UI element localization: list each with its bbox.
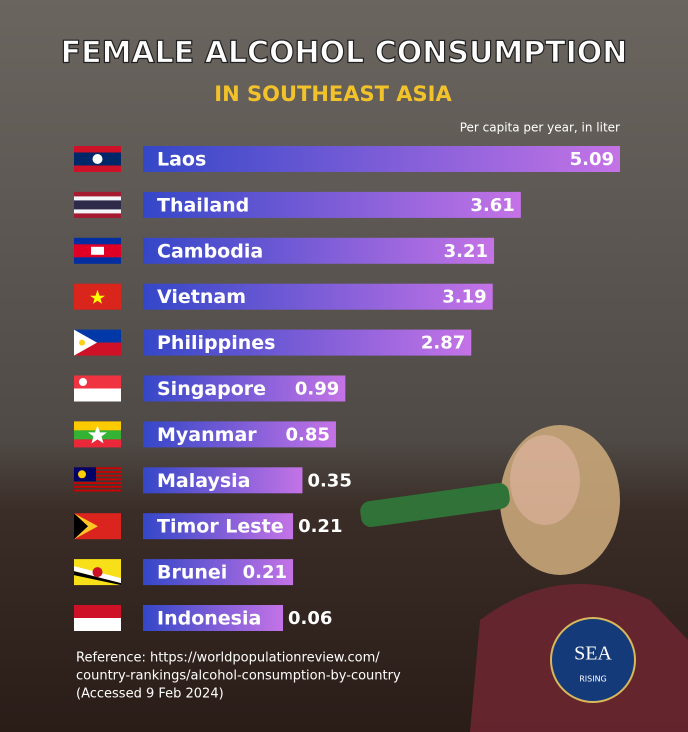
flag — [74, 471, 121, 473]
category-label: Myanmar — [157, 424, 257, 446]
flag — [74, 489, 121, 492]
category-label: Timor Leste — [157, 516, 284, 538]
flag — [78, 470, 86, 479]
flag — [74, 329, 97, 356]
bar — [143, 605, 284, 631]
category-label: Philippines — [157, 332, 275, 354]
logo: SEA RISING — [550, 617, 636, 703]
reference-line: Reference: https://worldpopulationreview… — [76, 651, 380, 666]
category-label: Thailand — [157, 194, 249, 216]
value-label: 3.21 — [444, 241, 488, 262]
category-label: Brunei — [157, 562, 227, 584]
unit-note: Per capita per year, in liter — [460, 121, 620, 135]
flag — [79, 378, 87, 386]
logo-name: SEA — [574, 643, 612, 665]
flag — [79, 339, 85, 346]
value-label: 0.99 — [295, 379, 339, 400]
bar — [143, 237, 495, 264]
flag — [92, 154, 103, 164]
flag — [74, 200, 121, 210]
chart-title: FEMALE ALCOHOL CONSUMPTION — [61, 36, 628, 71]
flags — [74, 146, 121, 631]
bar — [143, 559, 294, 586]
value-label: 3.61 — [470, 195, 514, 216]
value-label: 2.87 — [421, 333, 465, 354]
flag — [74, 375, 121, 389]
flag — [74, 478, 121, 481]
flag — [74, 513, 88, 540]
value-label: 3.19 — [442, 287, 486, 308]
category-label: Indonesia — [157, 608, 261, 630]
flag — [88, 425, 107, 444]
category-label: Malaysia — [157, 470, 251, 492]
bars: Laos 5.09 Thailand 3.61 Cambodia 3.21 Vietnam 3… — [74, 146, 620, 631]
reference-line: (Accessed 9 Feb 2024) — [76, 687, 224, 702]
reference-line: country-rankings/alcohol-consumption-by-… — [76, 669, 401, 684]
flag — [74, 474, 121, 477]
logo-tagline: RISING — [579, 675, 607, 684]
bar — [143, 146, 620, 172]
flag — [74, 485, 121, 488]
flag — [74, 482, 121, 485]
flag — [74, 467, 121, 470]
bar — [143, 421, 336, 448]
bar — [143, 375, 346, 402]
flag — [74, 388, 121, 402]
bar — [143, 329, 472, 356]
category-label: Vietnam — [157, 286, 246, 308]
flag — [74, 439, 121, 448]
value-label: 0.21 — [298, 516, 342, 537]
flag — [92, 567, 103, 578]
bar — [143, 513, 294, 540]
bar — [143, 191, 521, 218]
category-label: Laos — [157, 149, 206, 171]
flag — [90, 289, 105, 304]
value-label: 0.85 — [286, 424, 330, 445]
value-label: 0.06 — [288, 608, 332, 629]
value-label: 5.09 — [570, 149, 614, 170]
category-label: Singapore — [157, 378, 266, 400]
value-label: 0.21 — [243, 562, 287, 583]
bar — [143, 467, 303, 494]
value-label: 0.35 — [307, 470, 351, 491]
bar — [143, 283, 493, 310]
chart-subtitle: IN SOUTHEAST ASIA — [214, 82, 452, 106]
flag — [74, 618, 121, 631]
flag — [74, 571, 121, 586]
flag — [74, 605, 121, 618]
flag — [91, 246, 104, 255]
category-label: Cambodia — [157, 240, 263, 262]
